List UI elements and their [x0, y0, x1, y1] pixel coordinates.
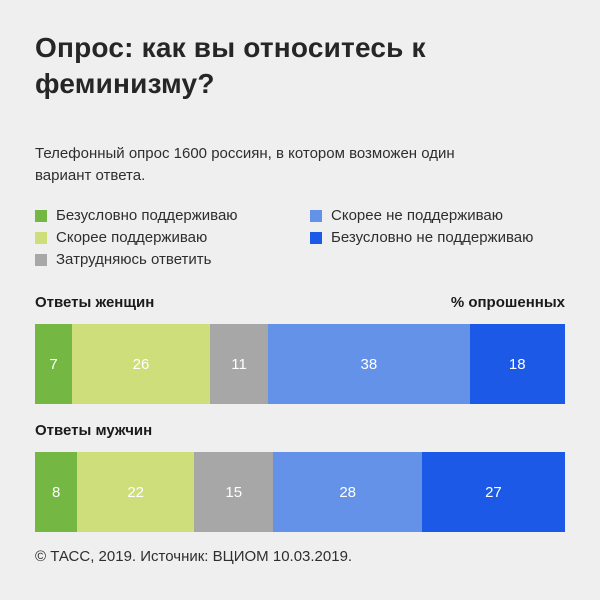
stacked-bar-men: 8 22 15 28 27	[35, 452, 565, 533]
bar-segment-value: 8	[52, 483, 61, 501]
legend-swatch-icon	[35, 209, 47, 222]
bar-segment: 15	[193, 452, 274, 533]
bar-segment-value: 7	[49, 355, 58, 373]
bar-segment-value: 22	[127, 483, 145, 501]
bar-segment: 27	[421, 452, 565, 533]
subtitle: Телефонный опрос 1600 россиян, в котором…	[35, 144, 455, 184]
legend-item: Затрудняюсь ответить	[35, 252, 310, 267]
bar-segment-value: 27	[485, 483, 502, 501]
bar-segment: 7	[35, 324, 73, 405]
bar-segment: 18	[469, 324, 565, 405]
legend-label: Скорее не поддерживаю	[331, 207, 504, 225]
bar-segment: 38	[268, 324, 470, 405]
legend-label: Затрудняюсь ответить	[56, 251, 212, 269]
bar-segment-value: 15	[225, 483, 243, 501]
unit-label: % опрошенных	[450, 294, 565, 312]
legend-column-left: Безусловно поддерживаю Скорее поддерживаю…	[35, 208, 310, 274]
bar-segment: 11	[209, 324, 269, 405]
legend-label: Скорее поддерживаю	[56, 229, 208, 247]
legend: Безусловно поддерживаю Скорее поддерживаю…	[35, 208, 565, 274]
bar-header-men: Ответы мужчин	[35, 422, 565, 439]
legend-swatch-icon	[35, 253, 47, 266]
legend-swatch-icon	[310, 231, 322, 244]
page-title: Опрос: как вы относитесь к феминизму?	[35, 32, 426, 100]
legend-item: Скорее не поддерживаю	[310, 208, 533, 223]
bar-header-women: Ответы женщин % опрошенных	[35, 294, 565, 311]
legend-swatch-icon	[310, 209, 322, 222]
bar-segment-value: 18	[508, 355, 526, 373]
bar-segment: 26	[72, 324, 210, 405]
bar-segment-value: 11	[231, 355, 247, 373]
category-label-women: Ответы женщин	[35, 294, 155, 312]
source-credit: © ТАСС, 2019. Источник: ВЦИОМ 10.03.2019…	[35, 548, 353, 565]
legend-label: Безусловно поддерживаю	[56, 207, 238, 225]
bar-segment-value: 28	[339, 483, 357, 501]
legend-item: Безусловно поддерживаю	[35, 208, 310, 223]
bar-segment: 28	[273, 452, 422, 533]
bar-segment: 22	[77, 452, 194, 533]
bar-segment: 8	[35, 452, 78, 533]
stacked-bar-women: 7 26 11 38 18	[35, 324, 565, 405]
bar-segment-value: 26	[132, 355, 150, 373]
legend-item: Скорее поддерживаю	[35, 230, 310, 245]
bar-segment-value: 38	[360, 355, 378, 373]
legend-item: Безусловно не поддерживаю	[310, 230, 533, 245]
category-label-men: Ответы мужчин	[35, 422, 153, 440]
legend-swatch-icon	[35, 231, 47, 244]
legend-column-right: Скорее не поддерживаю Безусловно не подде…	[310, 208, 533, 274]
legend-label: Безусловно не поддерживаю	[331, 229, 534, 247]
